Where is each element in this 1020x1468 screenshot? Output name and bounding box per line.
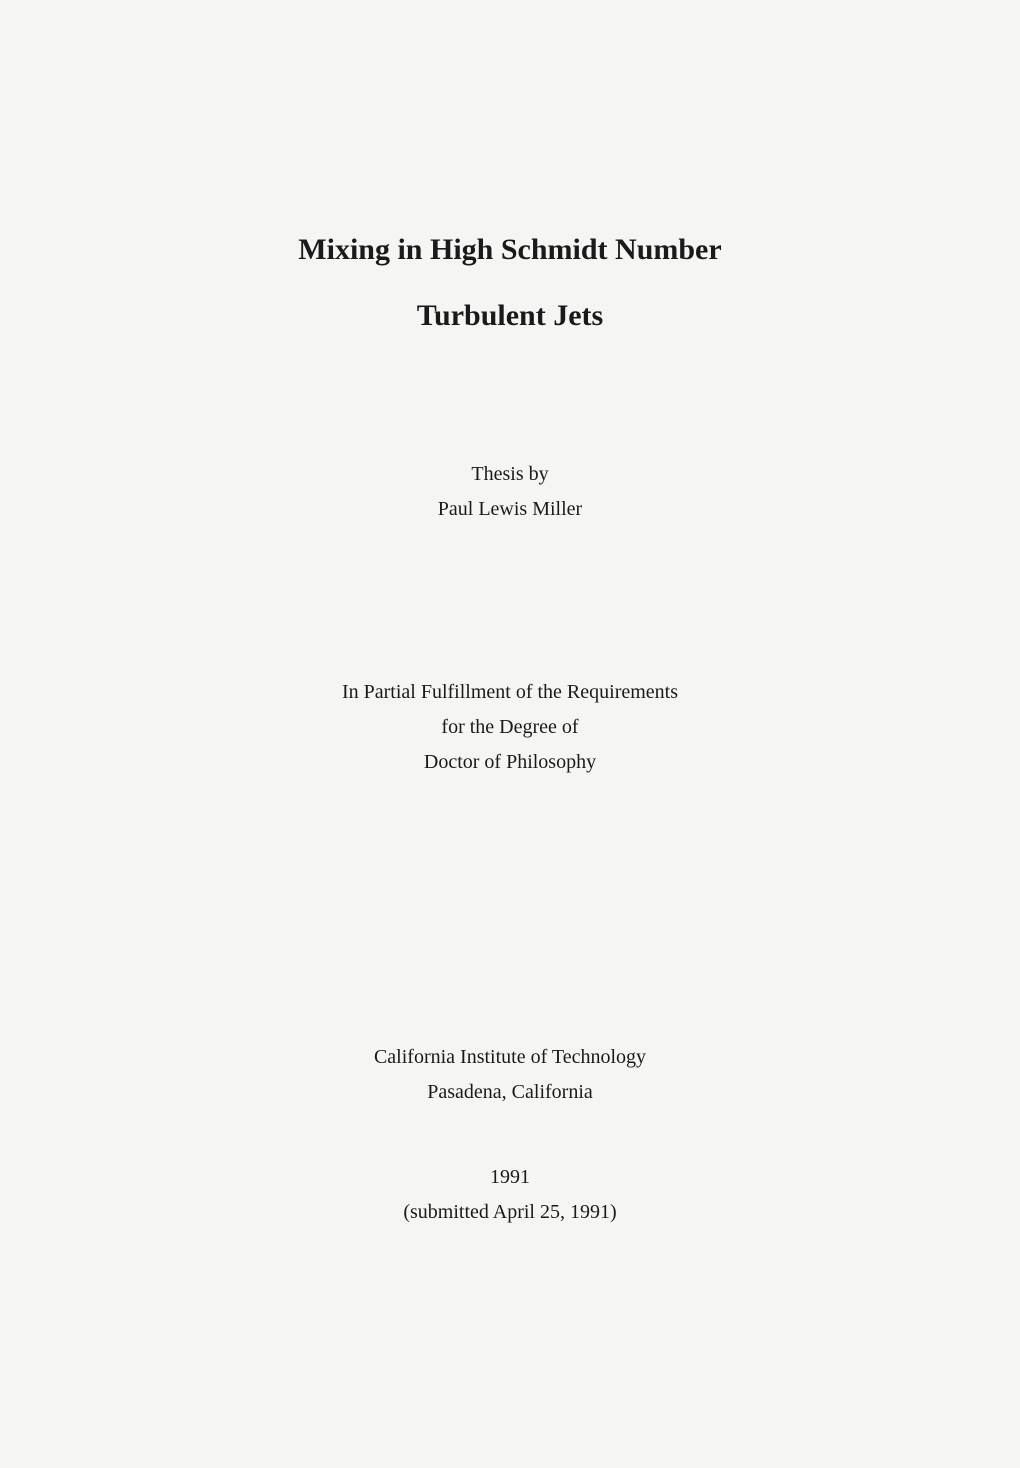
title-line-1: Mixing in High Schmidt Number [298, 230, 721, 269]
institution-block: California Institute of Technology Pasad… [374, 1046, 646, 1116]
year-block: 1991 (submitted April 25, 1991) [403, 1166, 616, 1224]
fulfillment-line-1: In Partial Fulfillment of the Requiremen… [342, 681, 678, 704]
fulfillment-block: In Partial Fulfillment of the Requiremen… [342, 681, 678, 786]
fulfillment-line-2: for the Degree of [342, 716, 678, 739]
byline-block: Thesis by Paul Lewis Miller [438, 463, 582, 521]
institution-name: California Institute of Technology [374, 1046, 646, 1069]
title-block: Mixing in High Schmidt Number Turbulent … [298, 230, 721, 333]
fulfillment-line-3: Doctor of Philosophy [342, 751, 678, 774]
year: 1991 [403, 1166, 616, 1189]
submitted-date: (submitted April 25, 1991) [403, 1201, 616, 1224]
thesis-title-page: Mixing in High Schmidt Number Turbulent … [0, 0, 1020, 1468]
byline-label: Thesis by [438, 463, 582, 486]
title-line-2: Turbulent Jets [298, 299, 721, 333]
author-name: Paul Lewis Miller [438, 498, 582, 521]
institution-location: Pasadena, California [374, 1081, 646, 1104]
